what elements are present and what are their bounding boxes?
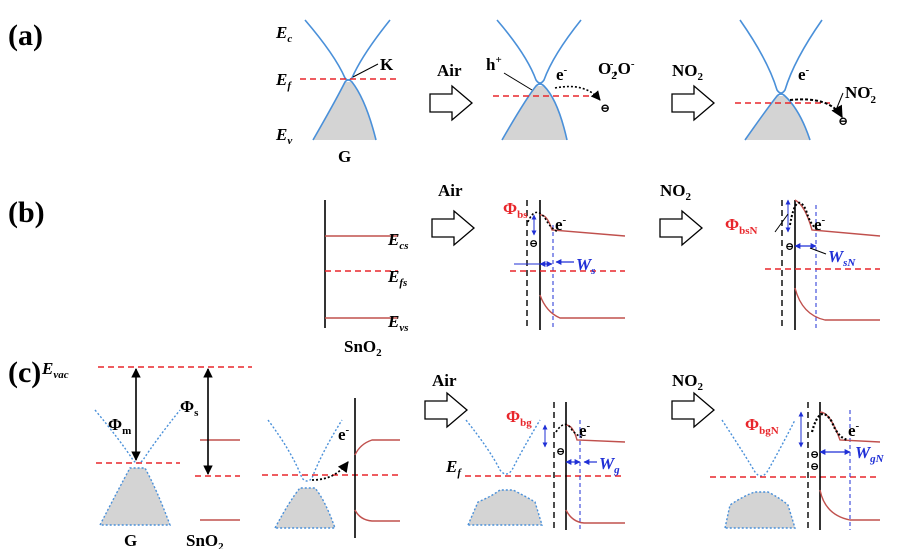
panel-label-b: (b) — [8, 196, 45, 229]
label-e-b-air: e- — [555, 214, 567, 234]
label-phi-bgn: ΦbgN — [745, 415, 779, 437]
label-ecs: Ecs — [387, 230, 409, 252]
graphene-band-a3 — [735, 19, 843, 141]
label-phi-m: Φm — [108, 415, 131, 437]
label-o2-a: O2-,O- — [598, 58, 635, 82]
label-no2-b: NO2 — [660, 181, 692, 203]
label-k: K — [380, 55, 394, 74]
arrow-no2-c — [671, 392, 715, 428]
minus-circle-a2: ⊖ — [600, 101, 610, 115]
label-ec: Ec — [275, 23, 292, 45]
minus-circle-b-air: ⊖ — [529, 238, 538, 250]
panel-a: Ec Ef Ev K G Air h+ e- O2-,O- ⊖ NO2 — [275, 19, 877, 166]
panel-label-c: (c) — [8, 356, 41, 389]
label-wgn: WgN — [855, 443, 885, 465]
graphene-band-a1 — [300, 19, 400, 141]
junction-initial-c — [262, 398, 400, 538]
label-evs: Evs — [387, 312, 409, 334]
graphene-band-c1 — [94, 368, 181, 526]
label-g-a: G — [338, 147, 351, 166]
label-air-b: Air — [438, 181, 463, 200]
label-phi-s: Φs — [180, 397, 199, 419]
arrow-no2-a — [671, 85, 715, 121]
label-efs: Efs — [387, 267, 407, 289]
label-e-a2: e- — [556, 64, 568, 84]
label-e-a3: e- — [798, 64, 810, 84]
label-no2-a: NO2 — [672, 61, 704, 83]
arrow-air-b — [431, 210, 475, 246]
label-air-c: Air — [432, 371, 457, 390]
label-e-c-air: e- — [579, 420, 591, 440]
label-e-c-initial: e- — [338, 424, 350, 444]
sno2-isolated-c — [195, 368, 240, 521]
minus-circle-c-air: ⊖ — [556, 446, 565, 458]
junction-air-c — [465, 402, 626, 530]
label-phi-bsn: ΦbsN — [725, 215, 758, 237]
label-sno2-c: SnO2 — [186, 531, 224, 549]
label-ef: Ef — [275, 70, 292, 92]
arrow-air-c — [424, 392, 468, 428]
arrow-air-a — [429, 85, 473, 121]
label-wg: Wg — [599, 454, 620, 476]
label-ef-c: Ef — [445, 457, 462, 479]
sno2-band-air — [510, 200, 626, 330]
label-ws: Ws — [576, 255, 595, 277]
label-air-a: Air — [437, 61, 462, 80]
label-hplus-a: h+ — [486, 54, 502, 74]
label-phi-bs: Φbs — [503, 199, 528, 221]
label-e-c-no2: e- — [848, 420, 860, 440]
minus-circle-b-no2: ⊖ — [785, 241, 794, 253]
label-ev: Ev — [275, 125, 292, 147]
label-sno2-b: SnO2 — [344, 337, 382, 359]
label-phi-bg: Φbg — [506, 407, 532, 429]
arrow-no2-b — [659, 210, 703, 246]
label-evac: Evac — [41, 359, 69, 381]
panel-b: Ecs Efs Evs SnO2 Air Φbs e- ⊖ Ws NO2 — [324, 181, 881, 359]
panel-c: Evac Φm G Φs SnO2 e- — [41, 359, 885, 549]
panel-label-a: (a) — [8, 19, 43, 52]
graphene-band-a2 — [493, 19, 601, 141]
label-g-c: G — [124, 531, 137, 549]
minus-circle-c-no2-a: ⊖ — [810, 449, 819, 461]
label-no2-c: NO2 — [672, 371, 704, 393]
label-e-b-no2: e- — [814, 214, 826, 234]
label-no2-ion-a: NO2- — [845, 82, 877, 106]
sno2-band-no2 — [765, 199, 881, 330]
junction-no2-c — [710, 402, 881, 530]
minus-circle-c-no2-b: ⊖ — [810, 461, 819, 473]
minus-circle-a3: ⊖ — [838, 114, 848, 128]
label-wsn: WsN — [828, 247, 856, 269]
